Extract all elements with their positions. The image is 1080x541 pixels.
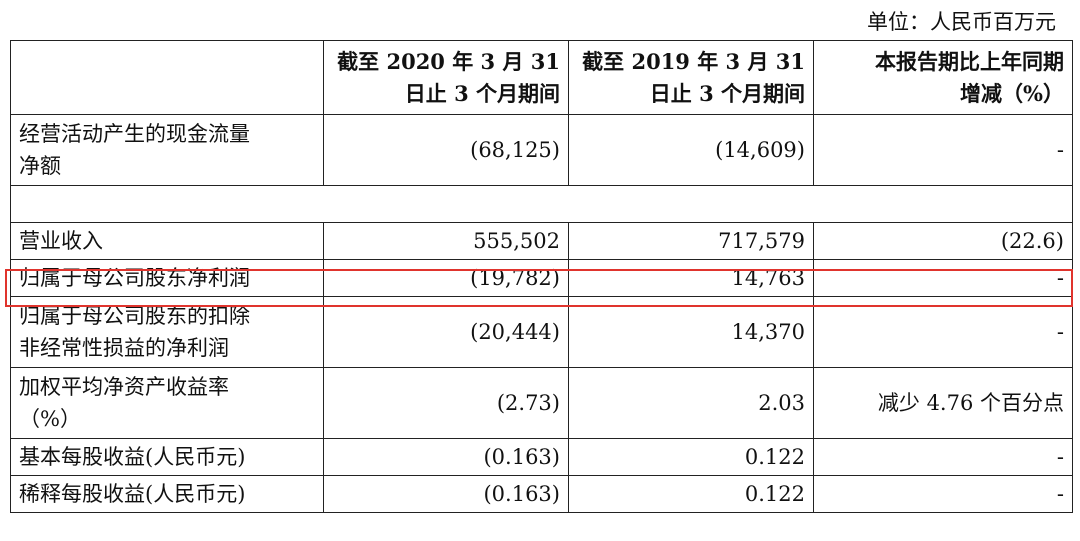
- header-2020: 截至 2020 年 3 月 31 日止 3 个月期间: [323, 40, 569, 115]
- row-label: 加权平均净资产收益率 （%）: [10, 367, 324, 439]
- value-change: (22.6): [813, 222, 1073, 260]
- header-empty-cell: [10, 40, 324, 115]
- value-2020: (19,782): [323, 259, 569, 297]
- table-row: 加权平均净资产收益率 （%） (2.73) 2.03 减少 4.76 个百分点: [10, 367, 1073, 439]
- table-row: 基本每股收益(人民币元) (0.163) 0.122 -: [10, 438, 1073, 476]
- row-label: 稀释每股收益(人民币元): [10, 475, 324, 513]
- value-2020: (2.73): [323, 367, 569, 439]
- value-change: -: [813, 296, 1073, 368]
- value-change: -: [813, 114, 1073, 186]
- value-2019: 0.122: [568, 475, 814, 513]
- value-2019: 0.122: [568, 438, 814, 476]
- header-2019: 截至 2019 年 3 月 31 日止 3 个月期间: [568, 40, 814, 115]
- financial-summary-table: 截至 2020 年 3 月 31 日止 3 个月期间 截至 2019 年 3 月…: [10, 40, 1073, 513]
- value-change: -: [813, 475, 1073, 513]
- blank-row: [10, 185, 1073, 223]
- value-2020: (68,125): [323, 114, 569, 186]
- value-2019: 2.03: [568, 367, 814, 439]
- value-2020: (0.163): [323, 475, 569, 513]
- value-change: -: [813, 259, 1073, 297]
- value-2019: (14,609): [568, 114, 814, 186]
- row-label: 归属于母公司股东的扣除 非经常性损益的净利润: [10, 296, 324, 368]
- table-row-highlighted: 归属于母公司股东净利润 (19,782) 14,763 -: [10, 259, 1073, 297]
- value-2020: (20,444): [323, 296, 569, 368]
- table-row: 稀释每股收益(人民币元) (0.163) 0.122 -: [10, 475, 1073, 513]
- row-label: 营业收入: [10, 222, 324, 260]
- value-2020: (0.163): [323, 438, 569, 476]
- value-2019: 14,370: [568, 296, 814, 368]
- value-2019: 717,579: [568, 222, 814, 260]
- value-change: -: [813, 438, 1073, 476]
- row-label: 经营活动产生的现金流量 净额: [10, 114, 324, 186]
- row-label: 归属于母公司股东净利润: [10, 259, 324, 297]
- table-header-row: 截至 2020 年 3 月 31 日止 3 个月期间 截至 2019 年 3 月…: [10, 40, 1073, 115]
- row-label: 基本每股收益(人民币元): [10, 438, 324, 476]
- table-row: 归属于母公司股东的扣除 非经常性损益的净利润 (20,444) 14,370 -: [10, 296, 1073, 368]
- unit-label: 单位：人民币百万元: [867, 10, 1056, 34]
- header-change: 本报告期比上年同期 增减（%）: [813, 40, 1073, 115]
- value-2019: 14,763: [568, 259, 814, 297]
- table-row: 经营活动产生的现金流量 净额 (68,125) (14,609) -: [10, 114, 1073, 186]
- value-change: 减少 4.76 个百分点: [813, 367, 1073, 439]
- value-2020: 555,502: [323, 222, 569, 260]
- table-row: 营业收入 555,502 717,579 (22.6): [10, 222, 1073, 260]
